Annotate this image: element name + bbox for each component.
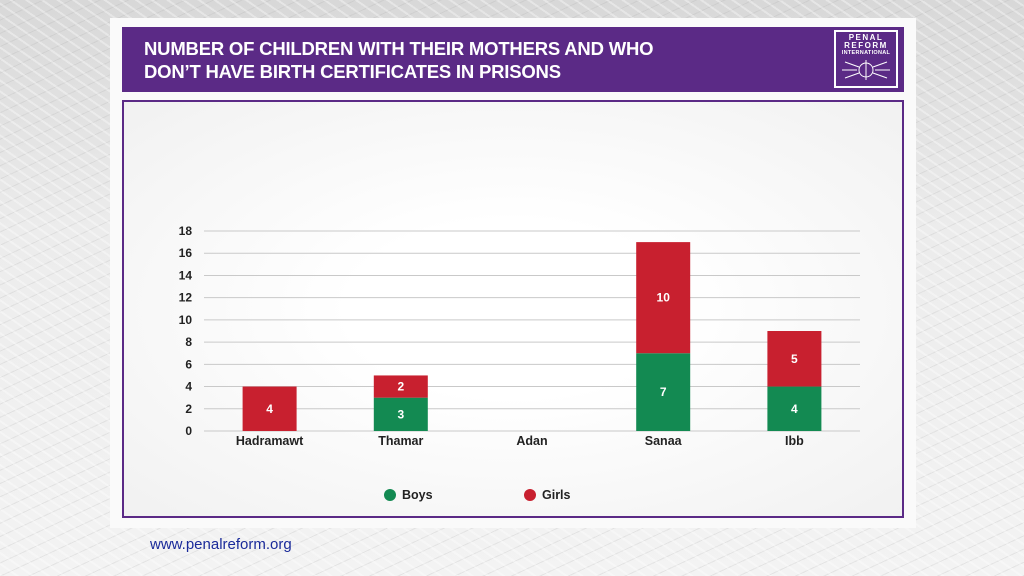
bar-girls xyxy=(767,331,822,387)
legend-label: Boys xyxy=(402,488,433,502)
stacked-bar-chart: 0 2 4 6 8 10 12 14 16 18 4 Hadramawt 3 2 Thamar Adan 7 10… xyxy=(179,224,860,502)
y-tick-label: 0 xyxy=(185,424,192,438)
data-label: 2 xyxy=(397,380,404,394)
y-tick-label: 14 xyxy=(179,268,193,282)
logo-emblem-icon xyxy=(842,60,890,80)
legend-marker-girls xyxy=(524,489,536,501)
data-label: 3 xyxy=(397,407,404,421)
footer-url[interactable]: www.penalreform.org xyxy=(150,536,292,553)
logo-word-1: PENAL xyxy=(848,33,884,42)
x-tick-label: Hadramawt xyxy=(236,434,304,448)
y-tick-label: 6 xyxy=(185,357,192,371)
data-label: 4 xyxy=(266,402,273,416)
y-tick-label: 16 xyxy=(179,246,193,260)
y-tick-label: 8 xyxy=(185,335,192,349)
page-title: NUMBER OF CHILDREN WITH THEIR MOTHERS AN… xyxy=(144,37,794,83)
chart-frame: 0 2 4 6 8 10 12 14 16 18 4 Hadramawt 3 2 Thamar Adan 7 10… xyxy=(122,100,904,518)
penal-reform-logo: PENAL REFORM INTERNATIONAL xyxy=(834,30,898,88)
x-tick-label: Thamar xyxy=(378,434,423,448)
x-tick-label: Sanaa xyxy=(645,434,683,448)
title-line-2: DON’T HAVE BIRTH CERTIFICATES IN PRISONS xyxy=(144,61,561,82)
y-tick-label: 18 xyxy=(179,224,193,238)
data-label: 7 xyxy=(660,385,667,399)
y-tick-label: 4 xyxy=(185,380,192,394)
data-label: 5 xyxy=(791,352,798,366)
title-line-1: NUMBER OF CHILDREN WITH THEIR MOTHERS AN… xyxy=(144,38,654,59)
y-tick-label: 2 xyxy=(185,402,192,416)
header-bar: NUMBER OF CHILDREN WITH THEIR MOTHERS AN… xyxy=(122,27,904,92)
bar-girls xyxy=(373,375,428,398)
y-tick-label: 10 xyxy=(179,313,193,327)
data-label: 10 xyxy=(657,291,671,305)
x-tick-label: Adan xyxy=(516,434,547,448)
bar-boys xyxy=(373,397,428,431)
logo-word-3: INTERNATIONAL xyxy=(841,50,891,56)
bar-boys xyxy=(636,353,691,431)
bar-girls xyxy=(636,242,691,354)
bar-boys xyxy=(767,386,822,431)
x-tick-label: Ibb xyxy=(785,434,804,448)
bar-girls xyxy=(242,386,297,431)
legend-label: Girls xyxy=(542,488,571,502)
data-label: 4 xyxy=(791,402,798,416)
legend-marker-boys xyxy=(384,489,396,501)
y-tick-label: 12 xyxy=(179,291,193,305)
logo-word-2: REFORM xyxy=(844,41,888,50)
